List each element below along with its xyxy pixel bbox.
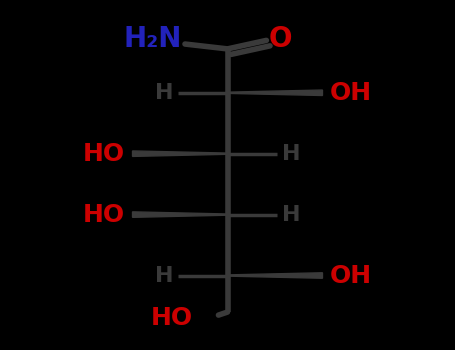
- Text: OH: OH: [330, 264, 372, 287]
- Polygon shape: [132, 151, 228, 156]
- Polygon shape: [132, 212, 228, 217]
- Text: OH: OH: [330, 81, 372, 105]
- Polygon shape: [228, 273, 323, 278]
- Text: H₂N: H₂N: [124, 25, 182, 53]
- Text: H: H: [155, 266, 173, 286]
- Text: HO: HO: [83, 142, 125, 166]
- Text: HO: HO: [151, 306, 193, 330]
- Text: H: H: [155, 83, 173, 103]
- Text: H: H: [282, 205, 300, 225]
- Polygon shape: [228, 90, 323, 96]
- Text: H: H: [282, 144, 300, 164]
- Text: HO: HO: [83, 203, 125, 226]
- Text: O: O: [268, 25, 292, 53]
